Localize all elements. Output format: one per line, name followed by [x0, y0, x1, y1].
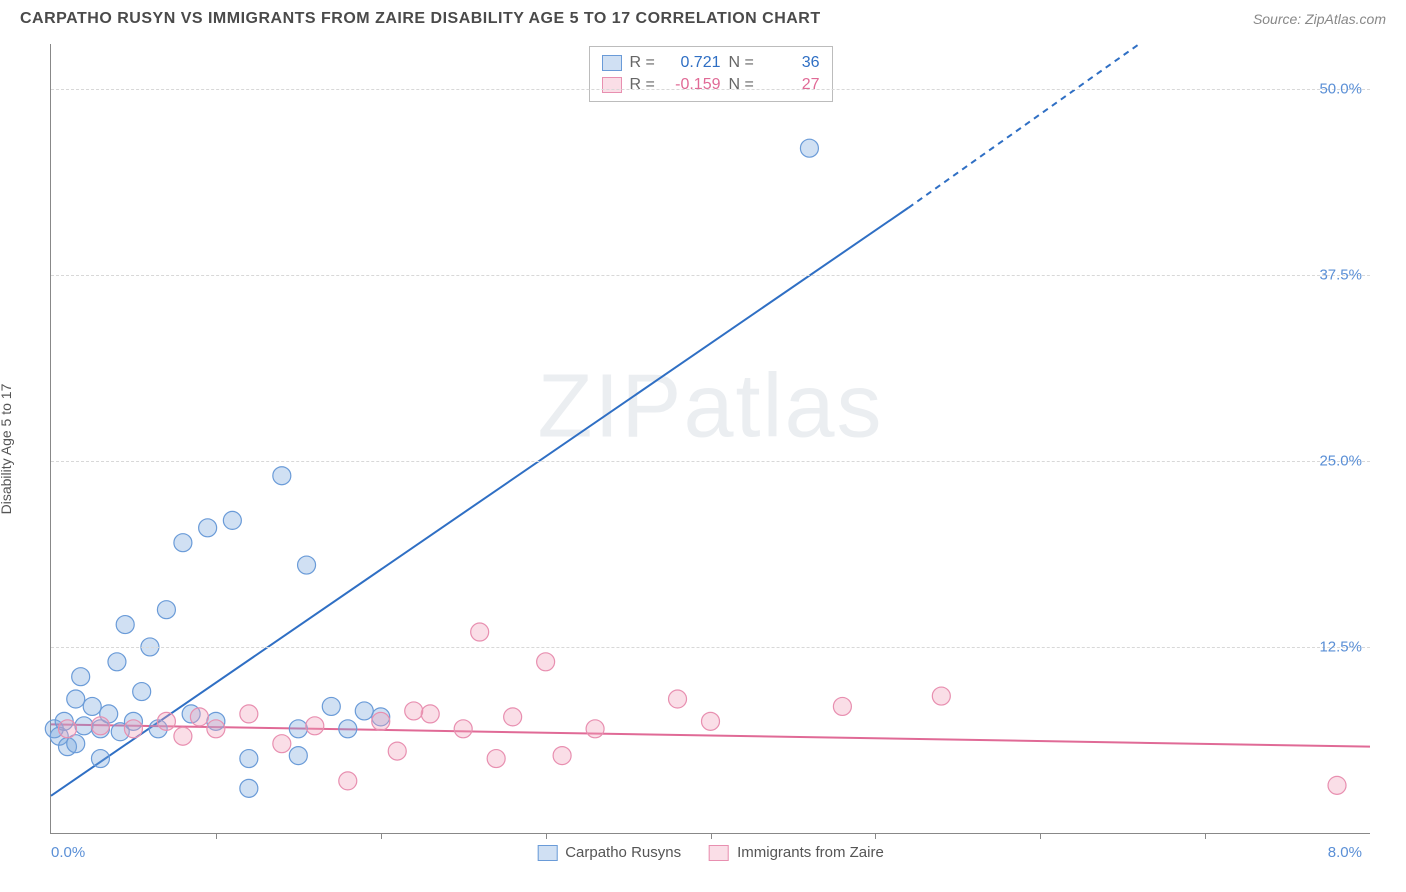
- gridline: [51, 275, 1370, 276]
- scatter-point: [199, 519, 217, 537]
- gridline: [51, 89, 1370, 90]
- stat-row-1: R = -0.159 N = 27: [602, 74, 820, 96]
- scatter-point: [108, 653, 126, 671]
- scatter-point: [339, 720, 357, 738]
- scatter-point: [669, 690, 687, 708]
- x-tick: [1040, 833, 1041, 839]
- regression-line: [51, 208, 908, 796]
- scatter-point: [67, 690, 85, 708]
- gridline: [51, 461, 1370, 462]
- stat-swatch-1: [602, 77, 622, 93]
- stat-n-1: 27: [765, 74, 820, 96]
- scatter-point: [800, 139, 818, 157]
- scatter-point: [174, 727, 192, 745]
- x-tick: [546, 833, 547, 839]
- y-tick-label: 12.5%: [1319, 638, 1362, 655]
- scatter-point: [240, 750, 258, 768]
- chart-source: Source: ZipAtlas.com: [1253, 11, 1386, 27]
- x-axis-max: 8.0%: [1328, 844, 1362, 861]
- stat-legend: R = 0.721 N = 36 R = -0.159 N = 27: [589, 46, 833, 102]
- x-tick: [1205, 833, 1206, 839]
- regression-line-dashed: [908, 44, 1139, 208]
- scatter-point: [702, 712, 720, 730]
- scatter-point: [240, 705, 258, 723]
- plot-region: ZIPatlas R = 0.721 N = 36 R = -0.159 N =…: [50, 44, 1370, 834]
- scatter-point: [932, 687, 950, 705]
- scatter-point: [116, 616, 134, 634]
- scatter-point: [157, 712, 175, 730]
- scatter-point: [454, 720, 472, 738]
- scatter-point: [91, 717, 109, 735]
- y-tick-label: 50.0%: [1319, 80, 1362, 97]
- scatter-point: [58, 720, 76, 738]
- scatter-point: [471, 623, 489, 641]
- scatter-point: [174, 534, 192, 552]
- scatter-point: [72, 668, 90, 686]
- scatter-point: [289, 747, 307, 765]
- chart-area: Disability Age 5 to 17 ZIPatlas R = 0.72…: [0, 34, 1406, 864]
- scatter-point: [487, 750, 505, 768]
- stat-row-0: R = 0.721 N = 36: [602, 52, 820, 74]
- stat-r-1: -0.159: [666, 74, 721, 96]
- scatter-point: [157, 601, 175, 619]
- scatter-point: [223, 511, 241, 529]
- scatter-point: [190, 708, 208, 726]
- scatter-point: [75, 717, 93, 735]
- stat-swatch-0: [602, 55, 622, 71]
- legend-item-0: Carpatho Rusyns: [537, 844, 681, 861]
- plot-svg: [51, 44, 1370, 833]
- x-axis-origin: 0.0%: [51, 844, 85, 861]
- chart-title: CARPATHO RUSYN VS IMMIGRANTS FROM ZAIRE …: [20, 10, 821, 28]
- scatter-point: [504, 708, 522, 726]
- scatter-point: [553, 747, 571, 765]
- scatter-point: [289, 720, 307, 738]
- scatter-point: [833, 697, 851, 715]
- chart-header: CARPATHO RUSYN VS IMMIGRANTS FROM ZAIRE …: [0, 0, 1406, 34]
- x-tick: [711, 833, 712, 839]
- scatter-point: [405, 702, 423, 720]
- x-tick: [875, 833, 876, 839]
- gridline: [51, 647, 1370, 648]
- legend-swatch-1: [709, 845, 729, 861]
- x-tick: [381, 833, 382, 839]
- stat-r-0: 0.721: [666, 52, 721, 74]
- scatter-point: [586, 720, 604, 738]
- scatter-point: [421, 705, 439, 723]
- scatter-point: [273, 735, 291, 753]
- y-tick-label: 25.0%: [1319, 452, 1362, 469]
- scatter-point: [388, 742, 406, 760]
- scatter-point: [91, 750, 109, 768]
- scatter-point: [537, 653, 555, 671]
- stat-n-0: 36: [765, 52, 820, 74]
- scatter-point: [133, 683, 151, 701]
- scatter-point: [124, 720, 142, 738]
- y-tick-label: 37.5%: [1319, 266, 1362, 283]
- scatter-point: [207, 720, 225, 738]
- scatter-point: [240, 779, 258, 797]
- scatter-point: [273, 467, 291, 485]
- series-legend: Carpatho Rusyns Immigrants from Zaire: [537, 844, 884, 861]
- scatter-point: [298, 556, 316, 574]
- y-axis-label: Disability Age 5 to 17: [0, 384, 14, 515]
- scatter-point: [306, 717, 324, 735]
- scatter-point: [83, 697, 101, 715]
- scatter-point: [372, 712, 390, 730]
- scatter-point: [322, 697, 340, 715]
- scatter-point: [355, 702, 373, 720]
- legend-swatch-0: [537, 845, 557, 861]
- scatter-point: [1328, 776, 1346, 794]
- legend-item-1: Immigrants from Zaire: [709, 844, 884, 861]
- x-tick: [216, 833, 217, 839]
- scatter-point: [339, 772, 357, 790]
